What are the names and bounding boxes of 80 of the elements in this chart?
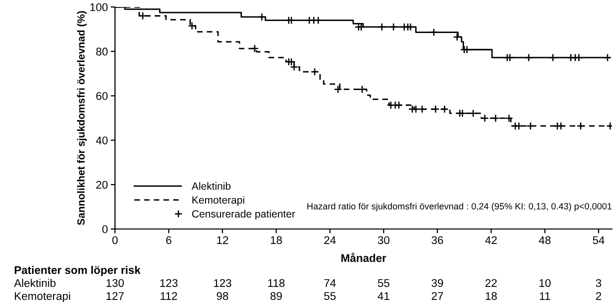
point: [574, 54, 583, 62]
text: 3: [596, 279, 602, 287]
y-tick-label: 60: [96, 92, 108, 100]
y-tick-label: 20: [96, 180, 108, 189]
point: [406, 22, 415, 32]
point: [506, 54, 514, 62]
y-tick-label: 80: [96, 48, 108, 56]
text: 10: [540, 279, 551, 287]
point: [431, 105, 440, 114]
point: [548, 54, 557, 62]
text: 123: [214, 279, 232, 287]
text: 27: [432, 292, 443, 300]
point: [514, 122, 523, 130]
text: Alektinib: [14, 278, 56, 287]
x-tick-label: 24: [324, 236, 336, 244]
y-axis-title: Sannolikhet för sjukdomsfri överlevnad (%): [77, 11, 87, 226]
text: 74: [324, 279, 336, 287]
x-tick-label: 42: [485, 236, 497, 244]
x-tick-label: 12: [217, 236, 228, 244]
point: [504, 114, 514, 122]
point: [358, 85, 366, 94]
x-axis-title: Månader: [341, 252, 386, 262]
text: 55: [324, 292, 336, 300]
point: [250, 44, 259, 53]
text: 11: [540, 292, 550, 300]
text: 39: [432, 279, 444, 287]
point: [310, 68, 319, 76]
text: 2: [596, 292, 602, 300]
y-tick-label: 0: [102, 225, 108, 234]
annotation: Hazard ratio för sjukdomsfri överlevnad : 0,24 (95% KI: 0,13, 0.43) p<0,0001: [307, 202, 612, 212]
point: [386, 101, 395, 110]
point: [188, 22, 196, 30]
legend-label: Kemoterapi: [192, 196, 244, 206]
legend-label: Alektinib: [192, 182, 231, 190]
x-tick-label: 36: [432, 236, 444, 244]
text: 127: [106, 292, 124, 300]
point: [412, 105, 420, 114]
point: [491, 114, 500, 122]
text: 123: [160, 279, 178, 287]
point: [378, 22, 386, 32]
point: [138, 12, 147, 20]
x-tick-label: 0: [112, 236, 118, 244]
text: 118: [268, 279, 285, 287]
point: [305, 16, 314, 24]
point: [469, 109, 478, 118]
x-tick-label: 30: [378, 236, 390, 244]
legend-label: Censurerade patienter: [192, 210, 296, 220]
x-tick-label: 54: [592, 236, 604, 244]
point: [290, 62, 298, 72]
text: 112: [160, 292, 178, 300]
y-tick-label: 100: [90, 3, 108, 12]
point: [480, 114, 489, 122]
text: 130: [106, 279, 124, 287]
point: [430, 28, 438, 36]
text: 98: [216, 292, 228, 300]
point: [526, 122, 535, 130]
point: [566, 54, 575, 62]
text: Kemoterapi: [14, 292, 70, 302]
point: [334, 85, 342, 94]
text: 55: [378, 279, 390, 287]
point: [603, 54, 612, 62]
point: [440, 105, 449, 114]
point: [418, 105, 426, 114]
x-tick-label: 48: [538, 236, 551, 244]
x-tick-label: 18: [270, 236, 282, 244]
point: [310, 16, 318, 24]
text: 22: [485, 279, 497, 287]
text: 41: [378, 292, 390, 300]
text: 18: [486, 292, 497, 300]
point: [576, 122, 585, 130]
point: [394, 101, 403, 110]
text: Patienter som löper risk: [14, 266, 141, 276]
point: [389, 22, 398, 32]
x-tick-label: 6: [166, 236, 172, 244]
point: [258, 12, 266, 22]
point: [452, 32, 462, 42]
text: 89: [270, 292, 282, 300]
point: [314, 16, 322, 24]
point: [524, 54, 533, 62]
y-tick-label: 40: [96, 136, 108, 144]
